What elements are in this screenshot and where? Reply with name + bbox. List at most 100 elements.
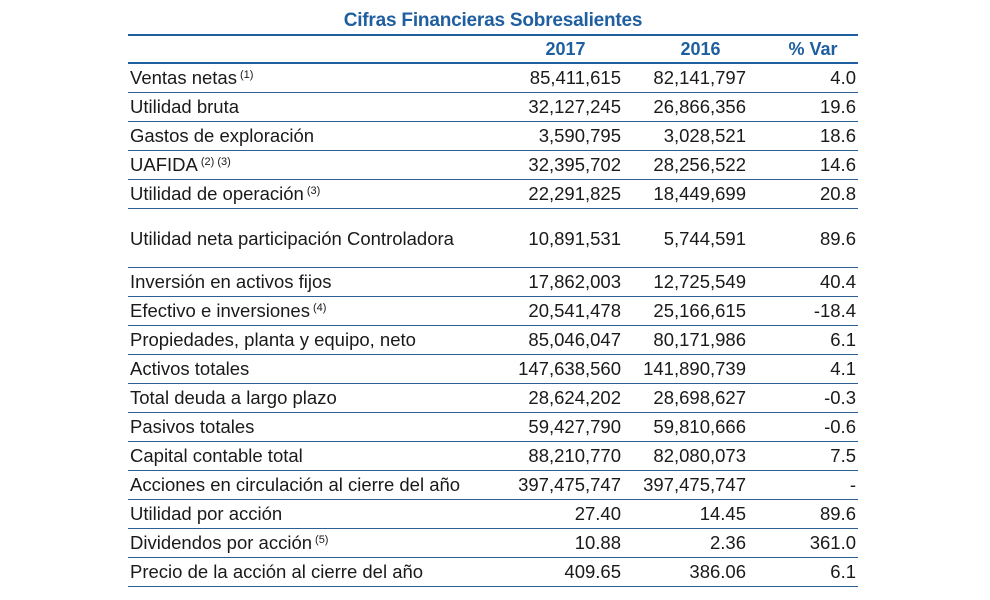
row-label: Dividendos por acción xyxy=(130,532,313,553)
footnote-ref: (2) (3) xyxy=(200,156,231,168)
value-2016: 82,080,073 xyxy=(623,441,748,471)
row-label-cell: Precio de la acción al cierre del año xyxy=(128,557,478,587)
table-row: Utilidad neta participación Controladora… xyxy=(128,208,858,268)
row-label: Inversión en activos fijos xyxy=(130,271,332,292)
row-label: Precio de la acción al cierre del año xyxy=(130,561,424,582)
value-2016: 3,028,521 xyxy=(623,121,748,151)
value-2016: 14.45 xyxy=(623,499,748,529)
value-2016: 28,256,522 xyxy=(623,150,748,180)
value-2016: 386.06 xyxy=(623,557,748,587)
value-2017: 409.65 xyxy=(478,557,623,587)
row-label-cell: Pasivos totales xyxy=(128,412,478,442)
value-2017: 32,395,702 xyxy=(478,150,623,180)
row-label-cell: Utilidad de operación (3) xyxy=(128,179,478,209)
value-2017: 85,411,615 xyxy=(478,63,623,93)
value-var: 6.1 xyxy=(748,325,858,355)
row-label: Efectivo e inversiones xyxy=(130,300,310,321)
value-2017: 28,624,202 xyxy=(478,383,623,413)
table-row: Utilidad bruta 32,127,245 26,866,356 19.6 xyxy=(128,92,858,122)
row-label: Acciones en circulación al cierre del añ… xyxy=(130,474,461,495)
header-var: % Var xyxy=(748,36,858,64)
value-2016: 12,725,549 xyxy=(623,267,748,297)
value-var: 361.0 xyxy=(748,528,858,558)
value-2016: 2.36 xyxy=(623,528,748,558)
value-2016: 141,890,739 xyxy=(623,354,748,384)
row-label-cell: Acciones en circulación al cierre del añ… xyxy=(128,470,478,500)
row-label-cell: Gastos de exploración xyxy=(128,121,478,151)
value-2017: 22,291,825 xyxy=(478,179,623,209)
value-2016: 26,866,356 xyxy=(623,92,748,122)
footnote-ref: (3) xyxy=(306,185,321,197)
table-row: Utilidad de operación (3) 22,291,825 18,449… xyxy=(128,179,858,209)
value-2016: 25,166,615 xyxy=(623,296,748,326)
row-label-cell: Inversión en activos fijos xyxy=(128,267,478,297)
footnote-ref: (1) xyxy=(239,69,254,81)
row-label: Pasivos totales xyxy=(130,416,255,437)
value-2017: 10,891,531 xyxy=(478,208,623,268)
value-var: 7.5 xyxy=(748,441,858,471)
row-label: Utilidad de operación xyxy=(130,183,304,204)
value-2017: 10.88 xyxy=(478,528,623,558)
row-label-cell: Utilidad bruta xyxy=(128,92,478,122)
value-var: - xyxy=(748,470,858,500)
value-2016: 397,475,747 xyxy=(623,470,748,500)
header-2016: 2016 xyxy=(623,36,748,64)
row-label: Ventas netas xyxy=(130,67,237,88)
table-row: Dividendos por acción (5) 10.88 2.36 361.0 xyxy=(128,528,858,558)
row-label: Activos totales xyxy=(130,358,250,379)
table-row: Ventas netas (1) 85,411,615 82,141,797 4.0 xyxy=(128,63,858,93)
table-row: Propiedades, planta y equipo, neto 85,046… xyxy=(128,325,858,355)
value-var: 40.4 xyxy=(748,267,858,297)
header-label xyxy=(128,36,478,64)
value-var: -0.3 xyxy=(748,383,858,413)
row-label: UAFIDA xyxy=(130,154,198,175)
value-2017: 3,590,795 xyxy=(478,121,623,151)
value-2016: 5,744,591 xyxy=(623,208,748,268)
value-var: 89.6 xyxy=(748,499,858,529)
financial-summary: Cifras Financieras Sobresalientes 2017 2… xyxy=(128,8,858,587)
table-row: Pasivos totales 59,427,790 59,810,666 -0.6 xyxy=(128,412,858,442)
value-var: 4.1 xyxy=(748,354,858,384)
financial-table: 2017 2016 % Var Ventas netas (1) 85,411,61… xyxy=(128,36,858,587)
value-var: 4.0 xyxy=(748,63,858,93)
value-2017: 88,210,770 xyxy=(478,441,623,471)
row-label-cell: Ventas netas (1) xyxy=(128,63,478,93)
value-2017: 27.40 xyxy=(478,499,623,529)
value-var: -0.6 xyxy=(748,412,858,442)
table-title: Cifras Financieras Sobresalientes xyxy=(343,10,643,31)
value-var: 18.6 xyxy=(748,121,858,151)
row-label-cell: Utilidad por acción xyxy=(128,499,478,529)
footnote-ref: (4) xyxy=(312,302,327,314)
row-label: Utilidad bruta xyxy=(130,96,240,117)
table-row: Precio de la acción al cierre del año 409… xyxy=(128,557,858,587)
table-row: UAFIDA (2) (3) 32,395,702 28,256,522 14.6 xyxy=(128,150,858,180)
value-2016: 18,449,699 xyxy=(623,179,748,209)
row-label-cell: Total deuda a largo plazo xyxy=(128,383,478,413)
value-var: 14.6 xyxy=(748,150,858,180)
row-label: Propiedades, planta y equipo, neto xyxy=(130,329,416,350)
table-row: Gastos de exploración 3,590,795 3,028,521 1… xyxy=(128,121,858,151)
value-var: 20.8 xyxy=(748,179,858,209)
table-row: Utilidad por acción 27.40 14.45 89.6 xyxy=(128,499,858,529)
row-label: Utilidad neta participación Controladora xyxy=(130,227,454,249)
value-2017: 85,046,047 xyxy=(478,325,623,355)
row-label-cell: Efectivo e inversiones (4) xyxy=(128,296,478,326)
value-2017: 32,127,245 xyxy=(478,92,623,122)
value-var: 6.1 xyxy=(748,557,858,587)
value-var: 19.6 xyxy=(748,92,858,122)
row-label: Gastos de exploración xyxy=(130,125,315,146)
row-label-cell: Utilidad neta participación Controladora xyxy=(128,208,478,268)
row-label-cell: Dividendos por acción (5) xyxy=(128,528,478,558)
value-2017: 59,427,790 xyxy=(478,412,623,442)
value-var: 89.6 xyxy=(748,208,858,268)
table-row: Efectivo e inversiones (4) 20,541,478 25,16… xyxy=(128,296,858,326)
table-row: Total deuda a largo plazo 28,624,202 28,69… xyxy=(128,383,858,413)
value-2017: 17,862,003 xyxy=(478,267,623,297)
value-2016: 82,141,797 xyxy=(623,63,748,93)
value-2017: 397,475,747 xyxy=(478,470,623,500)
value-2016: 80,171,986 xyxy=(623,325,748,355)
row-label: Capital contable total xyxy=(130,445,303,466)
value-2017: 20,541,478 xyxy=(478,296,623,326)
table-row: Activos totales 147,638,560 141,890,739 4.1 xyxy=(128,354,858,384)
row-label-cell: Activos totales xyxy=(128,354,478,384)
